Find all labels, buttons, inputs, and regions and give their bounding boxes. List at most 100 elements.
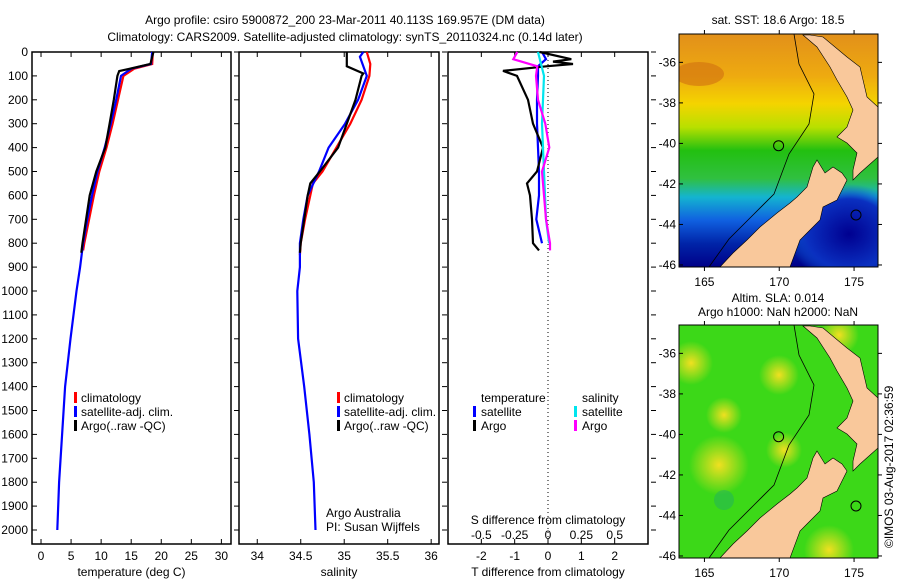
- map-marker: [850, 209, 862, 221]
- depth-tick-label: 1400: [1, 380, 28, 394]
- land-south-island: [719, 159, 848, 267]
- legend-swatch-t-argo: [473, 420, 476, 431]
- x-tick-label: 35.5: [376, 549, 400, 563]
- depth-tick-label: 1000: [1, 284, 28, 298]
- depth-tick-label: 1900: [1, 499, 28, 513]
- lat-tick-label: -40: [659, 427, 677, 441]
- warm-patch: [679, 62, 724, 86]
- sla-anomaly-patch: [689, 435, 749, 495]
- lat-tick-label: -46: [659, 258, 677, 272]
- x-tick-label: 10: [94, 549, 108, 563]
- lon-tick-label: 170: [769, 566, 789, 580]
- depth-tick-label: 1300: [1, 356, 28, 370]
- series-line-salinity-satellite: [536, 51, 551, 244]
- legend-heading-temperature: temperature: [481, 391, 546, 405]
- depth-tick-label: 700: [8, 212, 28, 226]
- x-tick-label: 1: [578, 549, 585, 563]
- x-axis-label: T difference from climatology: [471, 565, 625, 579]
- argo-position-marker: [773, 431, 785, 443]
- legend-label-t-satellite: satellite: [481, 405, 522, 419]
- land-north-island: [802, 325, 878, 472]
- depth-tick-label: 600: [8, 188, 28, 202]
- x-tick-label: 0: [38, 549, 45, 563]
- depth-tick-label: 300: [8, 117, 28, 131]
- lon-tick-label: 170: [769, 275, 789, 289]
- credit-line1: Argo Australia: [326, 506, 401, 520]
- legend-swatch-argo: [337, 420, 340, 431]
- legend-label-climatology: climatology: [344, 391, 404, 405]
- salinity-panel: 34 34.5 35 35.5 36 salinity: [238, 51, 447, 579]
- timestamp: ©IMOS 03-Aug-2017 02:36:59: [882, 385, 896, 548]
- x-tick-label: -1: [509, 549, 520, 563]
- x-tick-label: 34: [251, 549, 265, 563]
- series-line-satellite-adj-clim-: [56, 51, 154, 531]
- lon-tick-label: 175: [844, 275, 864, 289]
- depth-tick-label: 800: [8, 236, 28, 250]
- depth-tick-label: 1800: [1, 475, 28, 489]
- legend-label-argo: Argo(..raw -QC): [81, 419, 166, 433]
- s-tick-label: 0: [545, 528, 552, 542]
- map-frame: [678, 324, 879, 559]
- x-tick-label: 0: [545, 549, 552, 563]
- s-tick-label: 0.25: [570, 528, 594, 542]
- lon-tick-label: 165: [694, 275, 714, 289]
- series-line-argo-raw-qc-: [80, 51, 155, 253]
- lon-tick-label: 165: [694, 566, 714, 580]
- x-tick-label: -2: [476, 549, 487, 563]
- lat-tick-label: -46: [659, 549, 677, 563]
- temperature-panel: 0100200300400500600700800900100011001200…: [1, 45, 239, 579]
- lat-tick-label: -44: [659, 217, 677, 231]
- s-tick-label: -0.25: [501, 528, 529, 542]
- x-axis-label: salinity: [321, 565, 358, 579]
- sla-map-title2: Argo h1000: NaN h2000: NaN: [698, 305, 858, 319]
- depth-tick-label: 1600: [1, 427, 28, 441]
- credit-line2: PI: Susan Wijffels: [326, 520, 420, 534]
- figure-title-line2: Climatology: CARS2009. Satellite-adjuste…: [107, 30, 582, 44]
- legend-label-argo: Argo(..raw -QC): [344, 419, 429, 433]
- land-south-island: [719, 450, 848, 558]
- plot-frame: [31, 51, 232, 545]
- depth-tick-label: 900: [8, 260, 28, 274]
- lat-tick-label: -38: [659, 96, 677, 110]
- s-axis-label: S difference from climatology: [471, 513, 626, 527]
- figure-title-line1: Argo profile: csiro 5900872_200 23-Mar-2…: [145, 13, 545, 27]
- depth-tick-label: 2000: [1, 523, 28, 537]
- x-tick-label: 20: [155, 549, 169, 563]
- series-line-climatology: [82, 51, 154, 251]
- map-frame: [678, 33, 879, 268]
- depth-tick-label: 400: [8, 141, 28, 155]
- plot-frame: [238, 51, 440, 545]
- legend-swatch-t-satellite: [473, 406, 476, 417]
- series-line-argo-raw-qc-: [298, 52, 365, 253]
- depth-tick-label: 1100: [2, 308, 28, 322]
- depth-tick-label: 1200: [1, 332, 28, 346]
- sla-anomaly-patch: [706, 397, 742, 433]
- sla-anomaly-patch: [804, 525, 854, 558]
- sla-anomaly-patch: [766, 432, 802, 468]
- land-north-island: [802, 34, 878, 181]
- lat-tick-label: -38: [659, 387, 677, 401]
- legend-label-climatology: climatology: [81, 391, 141, 405]
- depth-tick-label: 200: [8, 93, 28, 107]
- x-tick-label: 5: [68, 549, 75, 563]
- lat-tick-label: -36: [659, 346, 677, 360]
- legend-swatch-argo: [74, 420, 77, 431]
- sla-anomaly-patch: [714, 490, 734, 510]
- x-tick-label: 15: [125, 549, 139, 563]
- s-tick-label: -0.5: [471, 528, 492, 542]
- legend-heading-salinity: salinity: [582, 391, 619, 405]
- argo-position-marker: [773, 140, 785, 152]
- difference-panel: -2 -1 0 1 2 T difference from climatology -0.5…: [447, 50, 656, 579]
- sst-map: -36 -38 -40 -42 -44 -46 165 170 175: [659, 30, 882, 289]
- lat-tick-label: -44: [659, 508, 677, 522]
- lat-tick-label: -40: [659, 136, 677, 150]
- salinity-legend: climatology satellite-adj. clim. Argo(..…: [337, 391, 436, 433]
- legend-swatch-s-argo: [574, 420, 577, 431]
- lat-tick-label: -42: [659, 468, 677, 482]
- sla-map: -36 -38 -40 -42 -44 -46 165 170 175: [659, 321, 882, 580]
- series-line-temperature-argo: [502, 50, 574, 252]
- x-tick-label: 25: [185, 549, 199, 563]
- legend-swatch-satellite: [337, 406, 340, 417]
- sla-anomaly-patch: [679, 341, 713, 385]
